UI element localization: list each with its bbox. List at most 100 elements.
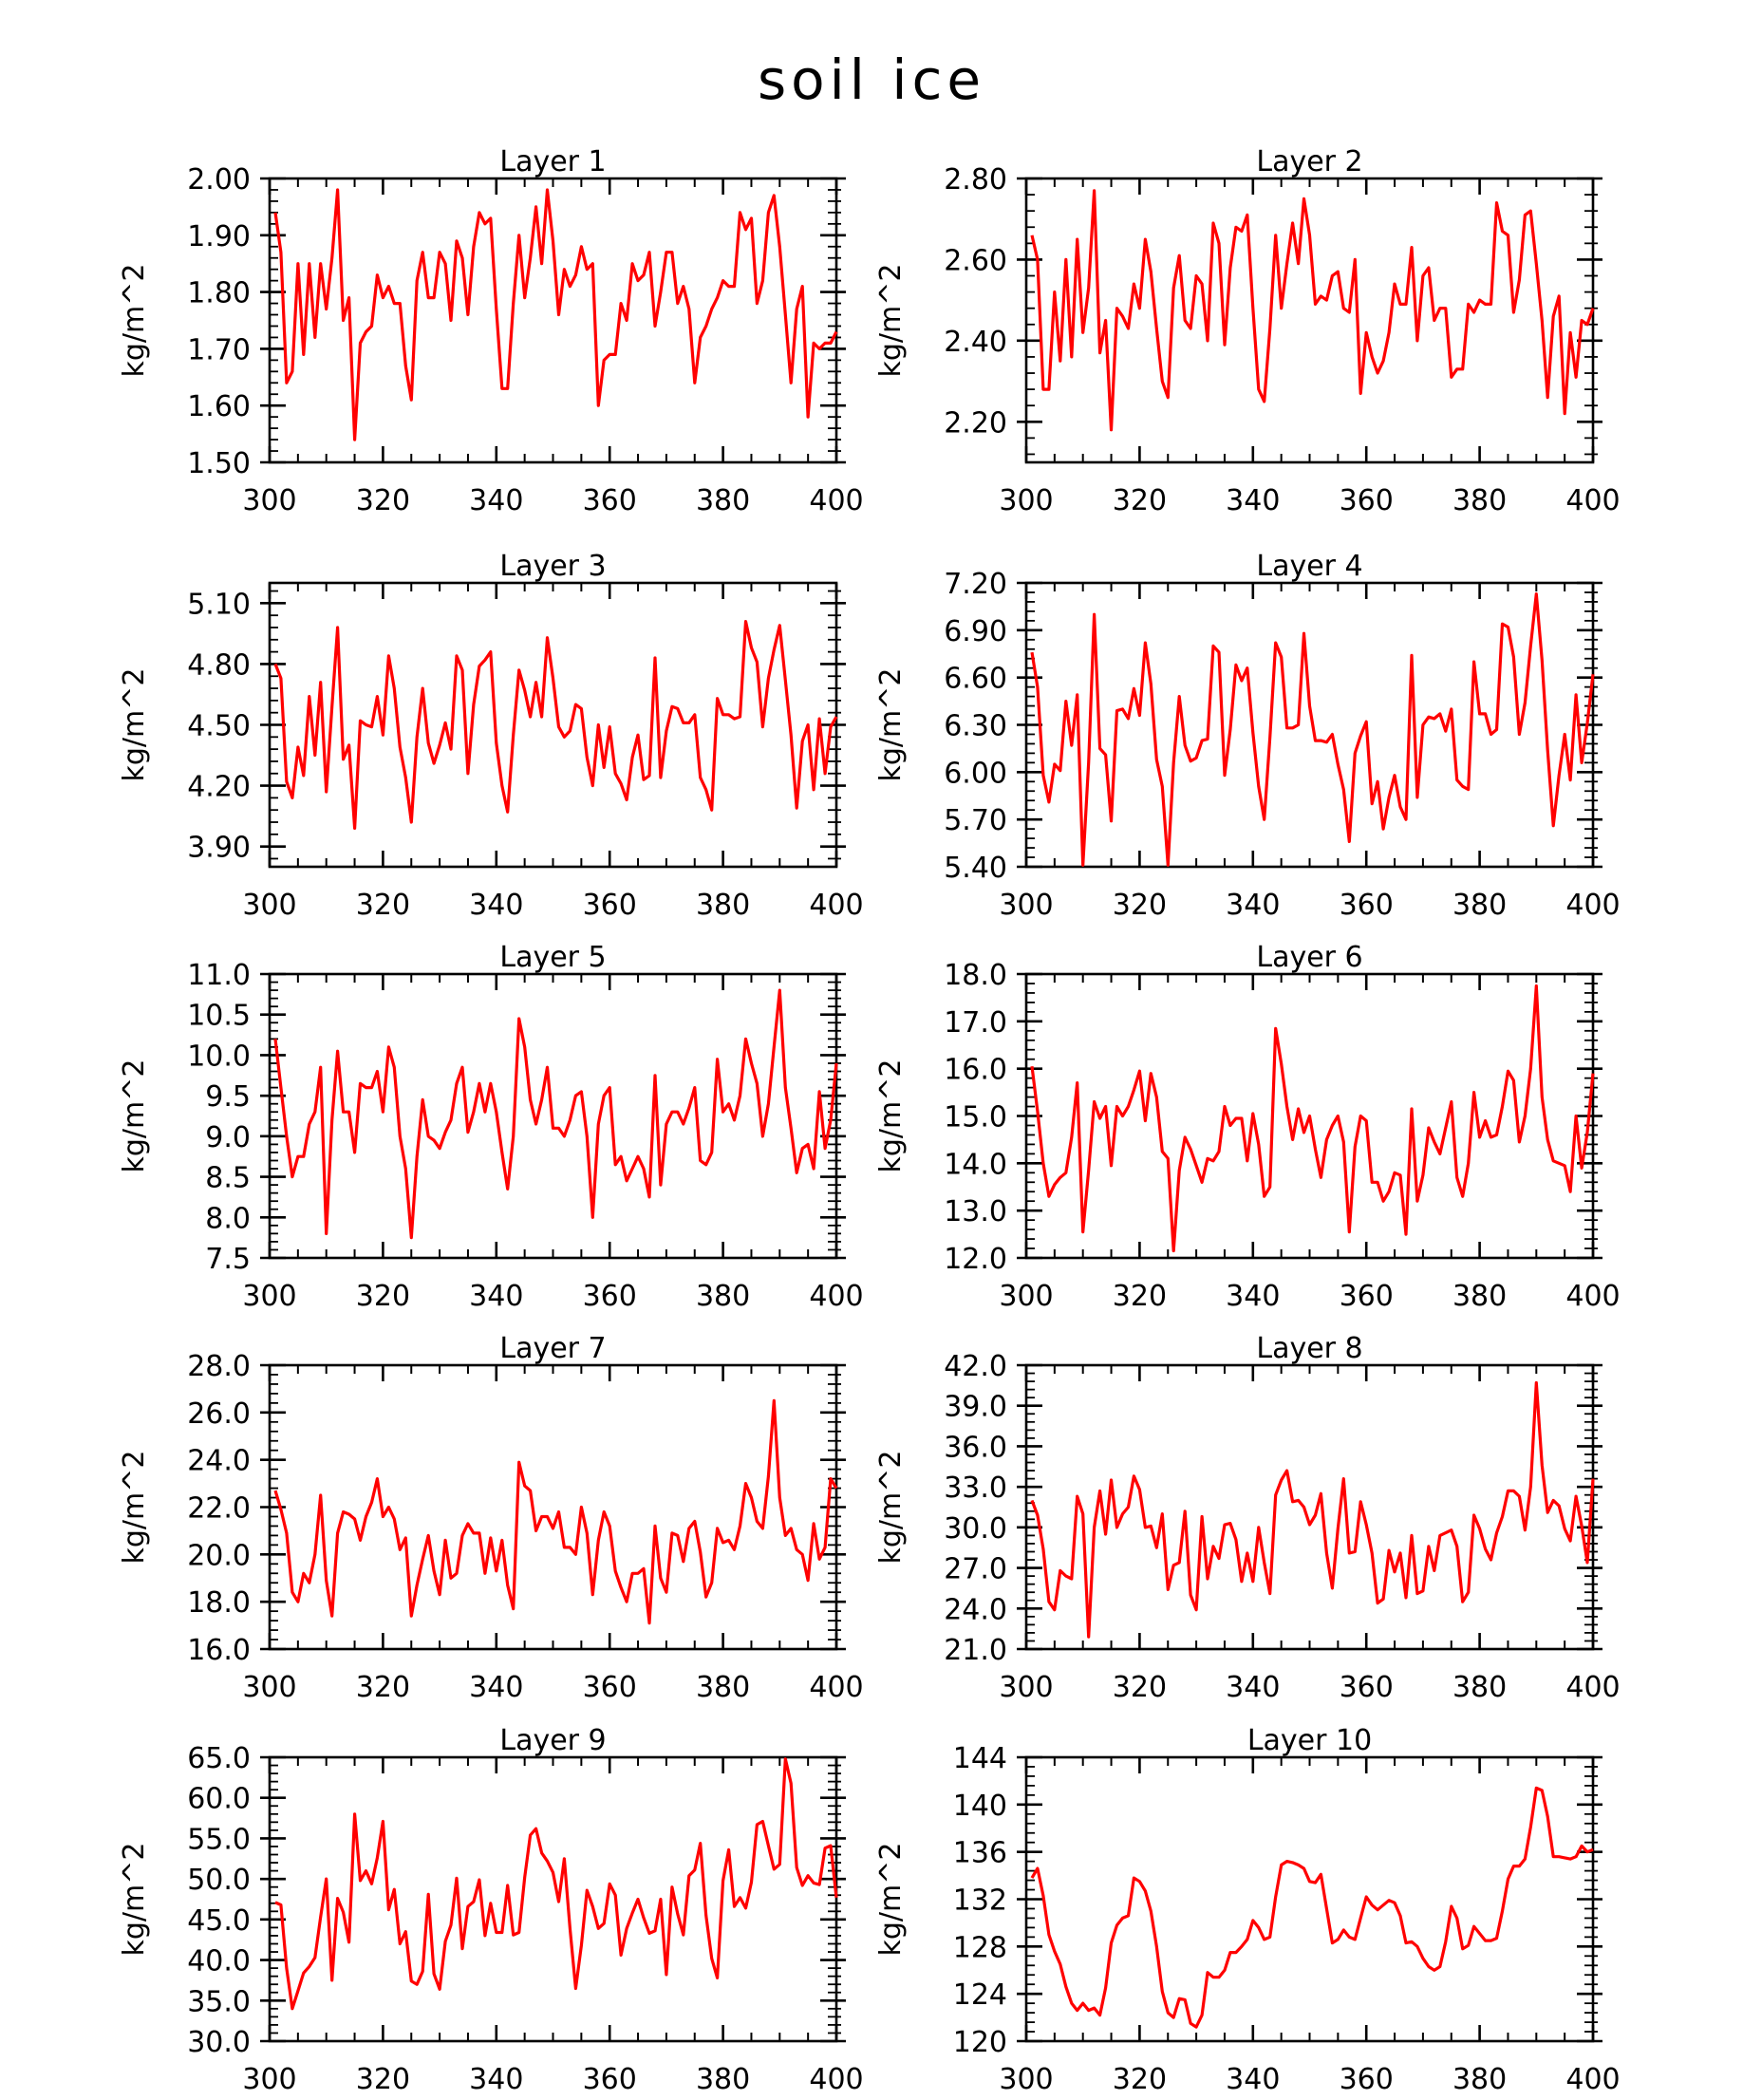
- y-axis-label: kg/m^2: [118, 1451, 151, 1565]
- chart-panel-8: Layer 8 300 320 340 360 380 400 21.0 24.0 27.0 30.…: [874, 1332, 1621, 1704]
- x-tick-label: 300: [242, 484, 296, 517]
- x-tick-label: 400: [809, 1280, 863, 1313]
- panel-title: Layer 10: [1247, 1724, 1372, 1757]
- x-tick-label: 400: [1565, 1671, 1620, 1704]
- y-axis-label: kg/m^2: [874, 1451, 908, 1565]
- x-tick-label: 340: [1226, 1671, 1280, 1704]
- x-tick-label: 320: [1113, 1671, 1167, 1704]
- x-tick-label: 380: [1452, 2063, 1507, 2096]
- x-tick-label: 380: [696, 1671, 750, 1704]
- y-tick-label: 65.0: [187, 1742, 251, 1775]
- y-tick-label: 2.20: [944, 406, 1007, 440]
- x-tick-label: 340: [469, 484, 523, 517]
- y-tick-label: 1.60: [187, 390, 251, 423]
- series-line: [273, 988, 838, 1240]
- x-tick-label: 360: [1340, 2063, 1394, 2096]
- x-tick-label: 340: [469, 889, 523, 922]
- x-tick-label: 380: [696, 1280, 750, 1313]
- x-tick-label: 320: [1113, 1280, 1167, 1313]
- y-tick-label: 22.0: [187, 1492, 251, 1526]
- x-tick-label: 320: [356, 1671, 410, 1704]
- y-tick-label: 2.00: [187, 163, 251, 197]
- y-tick-label: 60.0: [187, 1783, 251, 1816]
- y-tick-label: 7.5: [205, 1243, 251, 1276]
- x-tick-label: 360: [1340, 1280, 1394, 1313]
- plot-frame: [1024, 1363, 1595, 1651]
- y-tick-label: 5.70: [944, 804, 1007, 837]
- y-axis-label: kg/m^2: [118, 1059, 151, 1173]
- y-axis-label: kg/m^2: [874, 1843, 908, 1957]
- x-tick-label: 380: [696, 484, 750, 517]
- panel-title: Layer 7: [499, 1332, 606, 1365]
- y-tick-label: 120: [953, 2026, 1007, 2059]
- x-tick-label: 340: [469, 2063, 523, 2096]
- y-tick-label: 18.0: [187, 1586, 251, 1620]
- y-axis-label: kg/m^2: [874, 1059, 908, 1173]
- y-tick-label: 144: [953, 1742, 1007, 1775]
- x-tick-label: 360: [583, 2063, 637, 2096]
- y-tick-label: 6.30: [944, 710, 1007, 743]
- y-tick-label: 28.0: [187, 1350, 251, 1383]
- panels: Layer 1 300 320 340 360 380 400 1.50 1.60 1.70 1.8…: [118, 145, 1621, 2096]
- chart-panel-5: Layer 5 300 320 340 360 380 400 7.5 8.0 8.5 9.0 9.5…: [118, 941, 864, 1313]
- y-tick-label: 16.0: [187, 1634, 251, 1667]
- y-tick-label: 12.0: [944, 1243, 1007, 1276]
- x-tick-label: 360: [583, 889, 637, 922]
- y-tick-label: 128: [953, 1931, 1007, 1964]
- x-tick-label: 400: [809, 2063, 863, 2096]
- x-tick-label: 320: [1113, 484, 1167, 517]
- chart-panel-10: Layer 10 300 320 340 360 380 400 120 124 128 132 13…: [874, 1724, 1621, 2096]
- plot-frame: [268, 1755, 838, 2043]
- y-tick-label: 36.0: [944, 1431, 1007, 1464]
- y-tick-label: 30.0: [187, 2026, 251, 2059]
- x-tick-label: 360: [583, 1280, 637, 1313]
- x-tick-label: 380: [1452, 889, 1507, 922]
- y-tick-label: 14.0: [944, 1148, 1007, 1181]
- x-tick-label: 340: [469, 1671, 523, 1704]
- y-axis-label: kg/m^2: [874, 668, 908, 782]
- panel-title: Layer 6: [1256, 941, 1362, 974]
- series-line: [1030, 189, 1595, 432]
- y-tick-label: 6.60: [944, 663, 1007, 696]
- x-tick-label: 300: [242, 1280, 296, 1313]
- y-axis-label: kg/m^2: [118, 264, 151, 378]
- x-tick-label: 360: [583, 1671, 637, 1704]
- y-tick-label: 8.0: [205, 1202, 251, 1235]
- y-tick-label: 3.90: [187, 832, 251, 865]
- y-tick-label: 17.0: [944, 1006, 1007, 1040]
- y-tick-label: 136: [953, 1837, 1007, 1870]
- y-tick-label: 45.0: [187, 1904, 251, 1938]
- panel-title: Layer 5: [499, 941, 606, 974]
- plot-frame: [268, 1363, 838, 1651]
- y-tick-label: 40.0: [187, 1945, 251, 1978]
- y-tick-label: 39.0: [944, 1391, 1007, 1424]
- y-tick-label: 4.50: [187, 710, 251, 743]
- x-tick-label: 320: [356, 1280, 410, 1313]
- series-line: [273, 188, 838, 441]
- x-tick-label: 400: [1565, 484, 1620, 517]
- x-tick-label: 400: [809, 1671, 863, 1704]
- y-tick-label: 2.80: [944, 163, 1007, 197]
- y-tick-label: 26.0: [187, 1397, 251, 1431]
- panel-title: Layer 2: [1256, 145, 1362, 178]
- y-tick-label: 4.20: [187, 771, 251, 804]
- panel-title: Layer 1: [499, 145, 606, 178]
- y-tick-label: 42.0: [944, 1350, 1007, 1383]
- chart-panel-3: Layer 3 300 320 340 360 380 400 3.90 4.20 4.50 4.8…: [118, 550, 864, 922]
- series-line: [1030, 984, 1595, 1253]
- y-tick-label: 1.70: [187, 333, 251, 366]
- x-tick-label: 380: [696, 889, 750, 922]
- y-tick-label: 5.40: [944, 852, 1007, 885]
- y-tick-label: 55.0: [187, 1823, 251, 1856]
- x-tick-label: 340: [1226, 1280, 1280, 1313]
- x-tick-label: 360: [1340, 484, 1394, 517]
- x-tick-label: 300: [242, 1671, 296, 1704]
- x-tick-label: 340: [1226, 2063, 1280, 2096]
- chart-panel-1: Layer 1 300 320 340 360 380 400 1.50 1.60 1.70 1.8…: [118, 145, 864, 517]
- series-line: [274, 1757, 838, 2011]
- y-tick-label: 2.40: [944, 326, 1007, 359]
- x-tick-label: 300: [242, 889, 296, 922]
- chart-panel-9: Layer 9 300 320 340 360 380 400 30.0 35.0 40.0 45.…: [118, 1724, 864, 2096]
- series-line: [273, 619, 838, 831]
